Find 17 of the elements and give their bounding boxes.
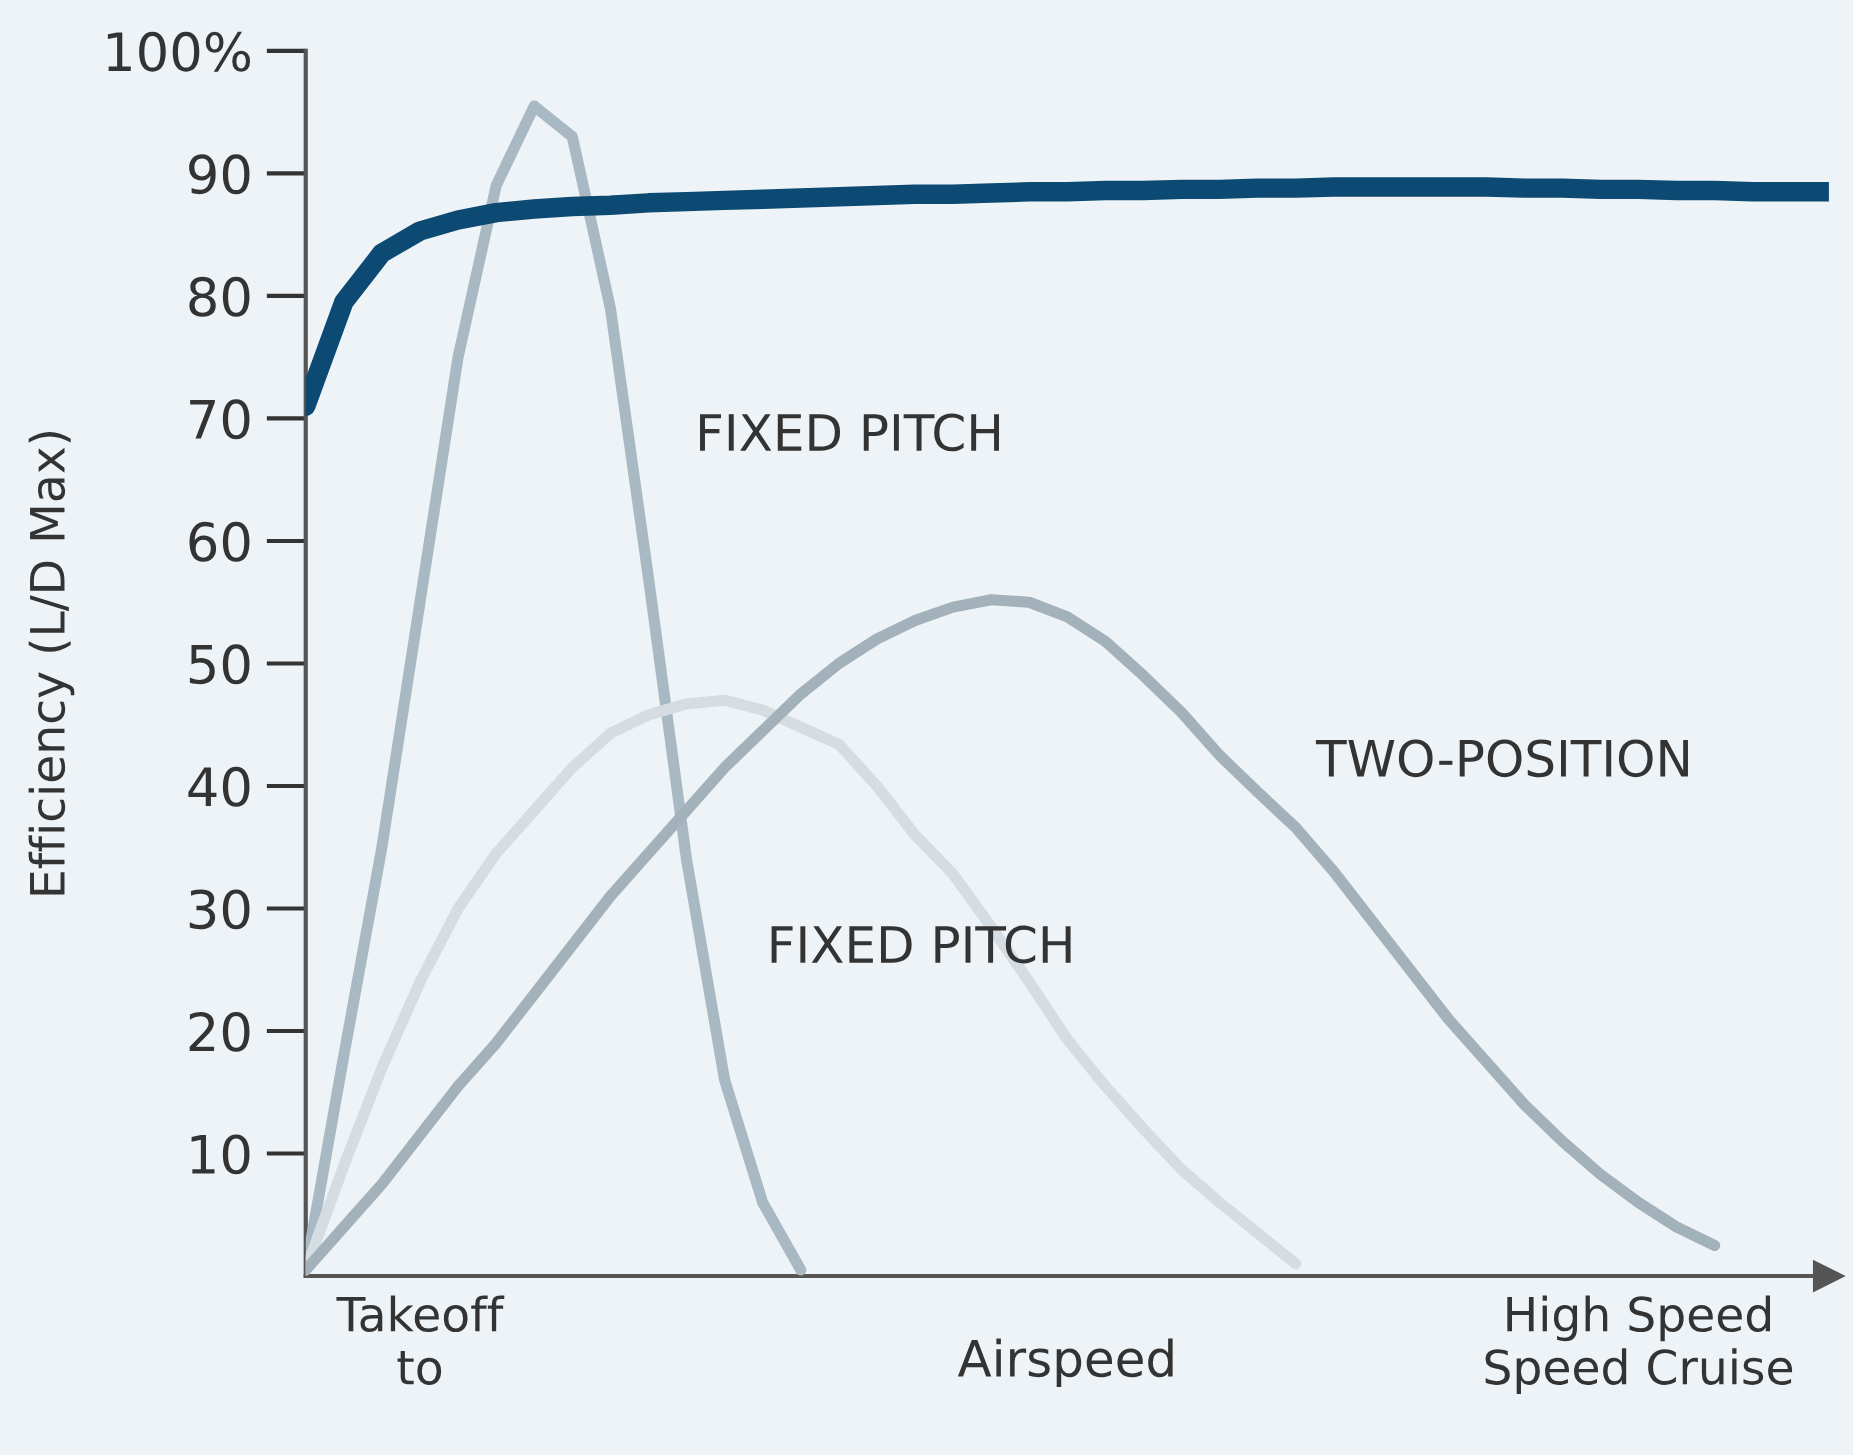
y-tick-label: 10 — [191, 1134, 250, 1175]
annotation: TWO-POSITION — [1315, 739, 1688, 778]
x-tick-label: Takeoff to — [336, 1295, 505, 1385]
annotation: FIXED PITCH — [771, 925, 1071, 964]
y-tick-label: 100% — [107, 31, 251, 72]
y-tick-label: 70 — [190, 399, 250, 440]
y-tick-label: 40 — [188, 766, 250, 807]
y-tick-label: 80 — [189, 276, 250, 317]
y-tick-label: 30 — [189, 889, 250, 930]
annotation: FIXED PITCH — [700, 413, 999, 452]
y-tick-label: 20 — [189, 1011, 250, 1052]
y-tick-label: 90 — [189, 154, 250, 195]
y-tick-label: 60 — [189, 521, 250, 562]
y-axis-title: Efficiency (L/D Max) — [28, 431, 75, 895]
y-tick-label: 50 — [189, 644, 250, 685]
x-tick-label: High Speed Speed Cruise — [1485, 1295, 1793, 1395]
x-axis-title: Airspeed — [957, 1338, 1173, 1387]
